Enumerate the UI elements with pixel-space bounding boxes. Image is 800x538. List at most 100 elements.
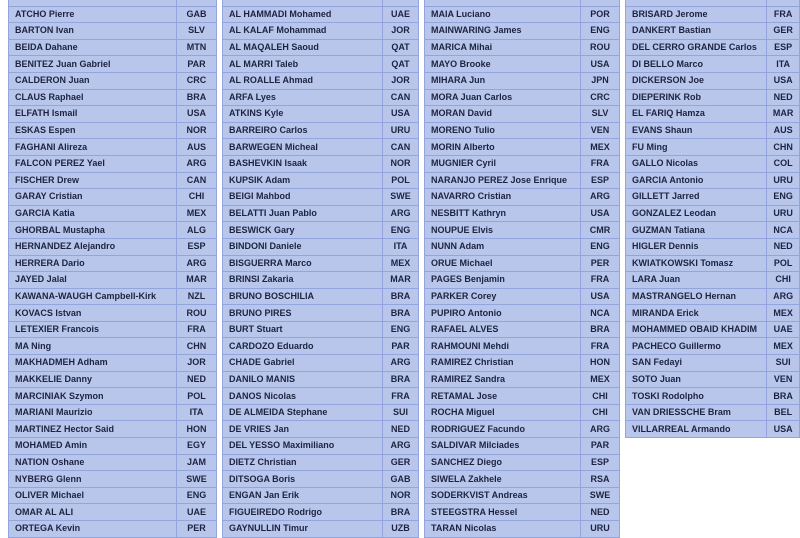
country-code: POL <box>766 254 800 273</box>
country-code: BRA <box>176 88 217 107</box>
referee-name: BARWEGEN Micheal <box>222 138 383 156</box>
country-code: JOR <box>382 71 419 90</box>
referee-name: GARAY Cristian <box>8 188 177 206</box>
table-row: BRUNO BOSCHILIA BRA <box>222 287 419 306</box>
country-code: GER <box>382 453 419 472</box>
referee-name: DI BELLO Marco <box>624 55 768 73</box>
country-code: HON <box>580 354 620 372</box>
referee-name: BESWICK Gary <box>222 221 383 239</box>
table-row: GILLETT Jarred ENG <box>624 188 800 206</box>
referee-name: DEL CERRO GRANDE Carlos <box>624 38 768 57</box>
referee-name: BRUNO BOSCHILIA <box>222 287 383 306</box>
referee-name: BENITEZ Juan Gabriel <box>8 55 177 73</box>
country-code: UAE <box>382 5 419 24</box>
country-code: PER <box>176 520 217 538</box>
country-code: UAE <box>766 320 800 339</box>
referee-name: GUZMAN Tatiana <box>624 221 768 239</box>
referee-name: PARKER Corey <box>424 287 581 306</box>
referee-table-2: AL AHBABI MohammedUAEAL HAMMADI MohamedU… <box>222 0 419 538</box>
table-row: CARDOZO Eduardo PAR <box>222 337 419 356</box>
country-code: HON <box>176 420 217 439</box>
referee-name: HERNANDEZ Alejandro <box>8 237 177 256</box>
country-code: JAM <box>176 453 217 472</box>
country-code: NOR <box>176 121 217 140</box>
country-code: ARG <box>382 204 419 223</box>
table-row: PUPIRO Antonio NCA <box>424 304 620 322</box>
country-code: NED <box>766 88 800 107</box>
country-code: URU <box>766 171 800 190</box>
country-code: CHI <box>580 387 620 405</box>
referee-name: BELATTI Juan Pablo <box>222 204 383 223</box>
referee-name: MOHAMMED OBAID KHADIM <box>624 320 768 339</box>
table-row: FIGUEIREDO Rodrigo BRA <box>222 503 419 521</box>
table-row: RAMIREZ Christian HON <box>424 354 620 372</box>
country-code: QAT <box>382 38 419 57</box>
table-row: DE VRIES Jan NED <box>222 420 419 439</box>
referee-name: VAN DRIESSCHE Bram <box>624 403 768 422</box>
table-row: NATION Oshane JAM <box>8 453 217 472</box>
country-code: ENG <box>580 237 620 256</box>
referee-name: AL MAQALEH Saoud <box>222 38 383 57</box>
country-code: NED <box>580 503 620 521</box>
country-code: ENG <box>766 188 800 206</box>
referee-name: FISCHER Drew <box>8 171 177 190</box>
country-code: UAE <box>176 503 217 521</box>
country-code: ITA <box>766 55 800 73</box>
country-code: ESP <box>176 237 217 256</box>
table-row: MORENO Tulio VEN <box>424 121 620 140</box>
referee-name: NUNN Adam <box>424 237 581 256</box>
referee-name: RETAMAL Jose <box>424 387 581 405</box>
referee-name: KWIATKOWSKI Tomasz <box>624 254 768 273</box>
table-row: NYBERG Glenn SWE <box>8 470 217 488</box>
referee-name: BARTON Ivan <box>8 22 177 40</box>
table-row: FAGHANI Alireza AUS <box>8 138 217 156</box>
referee-name: MAIA Luciano <box>424 5 581 24</box>
referee-name: TARAN Nicolas <box>424 520 581 538</box>
table-row: KUPSIK Adam POL <box>222 171 419 190</box>
referee-name: PAGES Benjamin <box>424 271 581 289</box>
table-row: KWIATKOWSKI Tomasz POL <box>624 254 800 273</box>
country-code: URU <box>766 204 800 223</box>
table-row: DE ALMEIDA Stephane SUI <box>222 403 419 422</box>
referee-name: LETEXIER Francois <box>8 320 177 339</box>
referee-name: RAFAEL ALVES <box>424 320 581 339</box>
referee-name: EL FARIQ Hamza <box>624 105 768 123</box>
table-row: BARTON Ivan SLV <box>8 22 217 40</box>
referee-name: ELFATH Ismail <box>8 105 177 123</box>
table-row: NESBITT Kathryn USA <box>424 204 620 223</box>
country-code: MEX <box>176 204 217 223</box>
country-code: PAR <box>382 337 419 356</box>
country-code: UZB <box>382 520 419 538</box>
country-code: FRA <box>580 337 620 356</box>
country-code: MEX <box>382 254 419 273</box>
referee-name: MAYO Brooke <box>424 55 581 73</box>
table-row: LARA Juan CHI <box>624 271 800 289</box>
country-code: FRA <box>382 387 419 405</box>
country-code: ARG <box>176 154 217 173</box>
referee-name: RODRIGUEZ Facundo <box>424 420 581 439</box>
table-row: DICKERSON Joe USA <box>624 71 800 90</box>
country-code: SLV <box>176 22 217 40</box>
country-code: FRA <box>580 154 620 173</box>
country-code: POR <box>580 5 620 24</box>
country-code: ITA <box>382 237 419 256</box>
referee-name: GHORBAL Mustapha <box>8 221 177 239</box>
table-row: SODERKVIST Andreas SWE <box>424 486 620 505</box>
country-code: GAB <box>176 5 217 24</box>
referee-name: GILLETT Jarred <box>624 188 768 206</box>
referee-name: OMAR AL ALI <box>8 503 177 521</box>
country-code: QAT <box>382 55 419 73</box>
table-row: AL ROALLE Ahmad JOR <box>222 71 419 90</box>
country-code: ALG <box>176 221 217 239</box>
country-code: URU <box>580 520 620 538</box>
table-row: HERNANDEZ Alejandro ESP <box>8 237 217 256</box>
referee-name: DIETZ Christian <box>222 453 383 472</box>
table-row: ARFA Lyes CAN <box>222 88 419 107</box>
referee-name: PUPIRO Antonio <box>424 304 581 322</box>
country-code: CHN <box>176 337 217 356</box>
table-row: RODRIGUEZ Facundo ARG <box>424 420 620 439</box>
table-row: MARICA Mihai ROU <box>424 38 620 57</box>
country-code: USA <box>382 105 419 123</box>
referee-name: RAMIREZ Sandra <box>424 370 581 389</box>
referee-name: DE VRIES Jan <box>222 420 383 439</box>
